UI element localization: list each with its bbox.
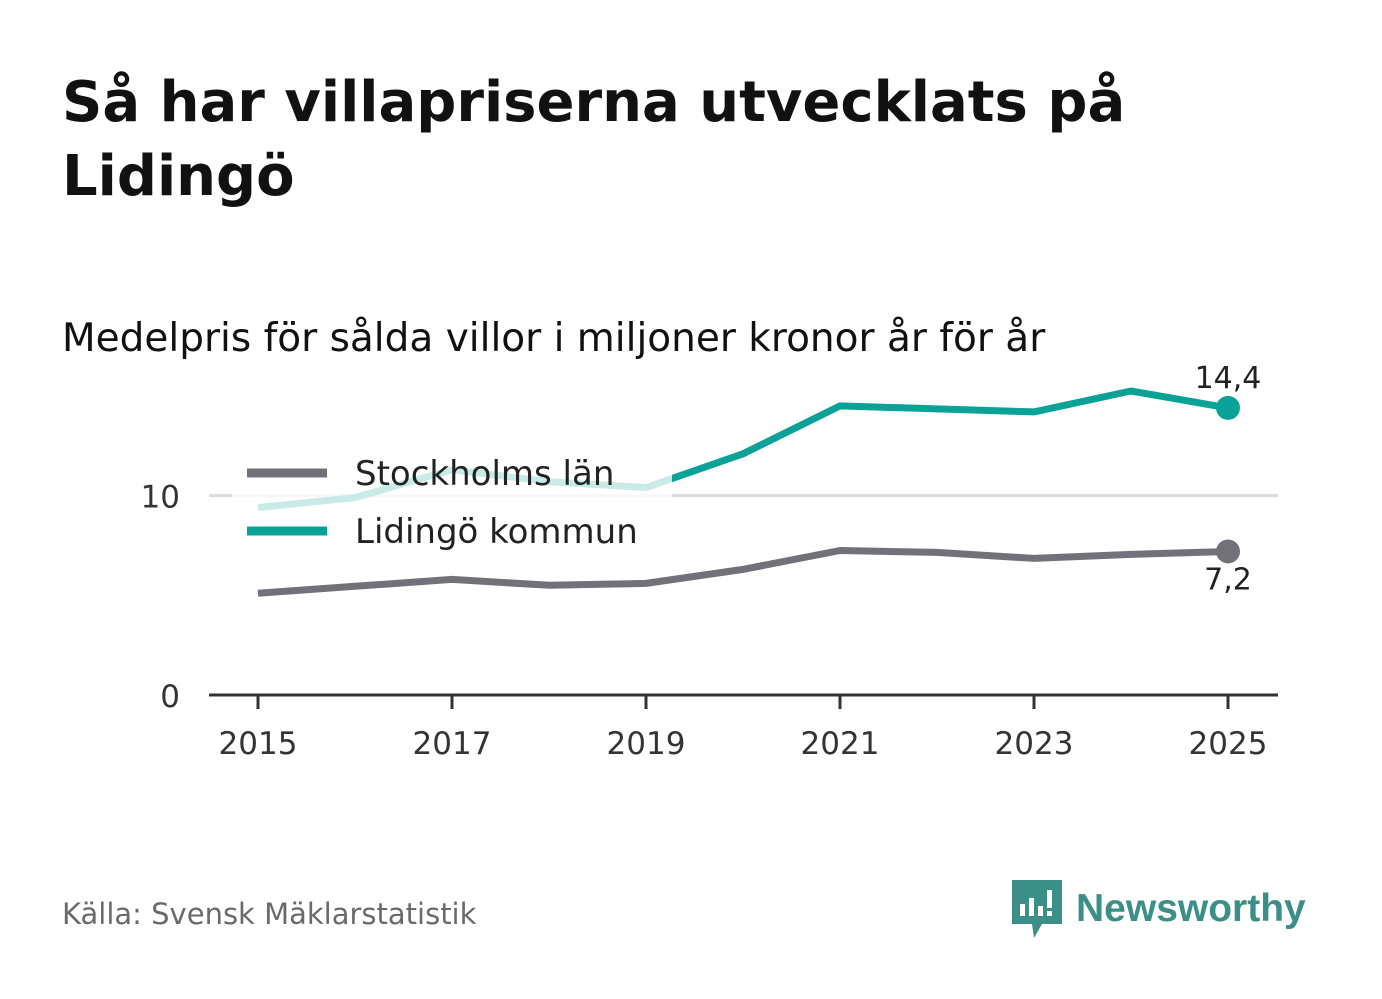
brand-logo: Newsworthy	[1012, 880, 1306, 938]
x-tick-label-2015: 2015	[219, 726, 298, 762]
end-label-lidingo: 14,4	[1195, 361, 1262, 396]
newsworthy-icon	[1012, 880, 1062, 938]
x-tick-label-2021: 2021	[801, 726, 880, 762]
end-labels: 7,2 14,4	[1195, 361, 1262, 598]
y-tick-label-10: 10	[141, 480, 180, 516]
x-tick-label-2019: 2019	[607, 726, 686, 762]
series-line-stockholm	[257, 547, 1229, 597]
brand-name: Newsworthy	[1076, 887, 1306, 930]
legend-label-lidingo: Lidingö kommun	[355, 512, 638, 552]
x-tick-label-2017: 2017	[413, 726, 492, 762]
x-tick-label-2025: 2025	[1189, 726, 1268, 762]
source-note: Källa: Svensk Mäklarstatistik	[62, 897, 477, 931]
legend-background	[232, 448, 672, 558]
series-endpoint-lidingo	[1216, 395, 1240, 420]
legend-label-stockholm: Stockholms län	[355, 454, 614, 494]
legend: Stockholms län Lidingö kommun	[232, 448, 672, 558]
chart-title: Så har villapriserna utvecklats på Lidin…	[62, 70, 1126, 209]
end-label-stockholm: 7,2	[1204, 562, 1252, 597]
y-tick-label-0: 0	[160, 679, 180, 715]
series-endpoint-stockholm	[1216, 539, 1240, 564]
x-tick-label-2023: 2023	[995, 726, 1074, 762]
axes: 0 10 2015 2017 2019 2021 2023 2025	[141, 480, 1278, 762]
chart-subtitle: Medelpris för sålda villor i miljoner kr…	[62, 316, 1046, 361]
